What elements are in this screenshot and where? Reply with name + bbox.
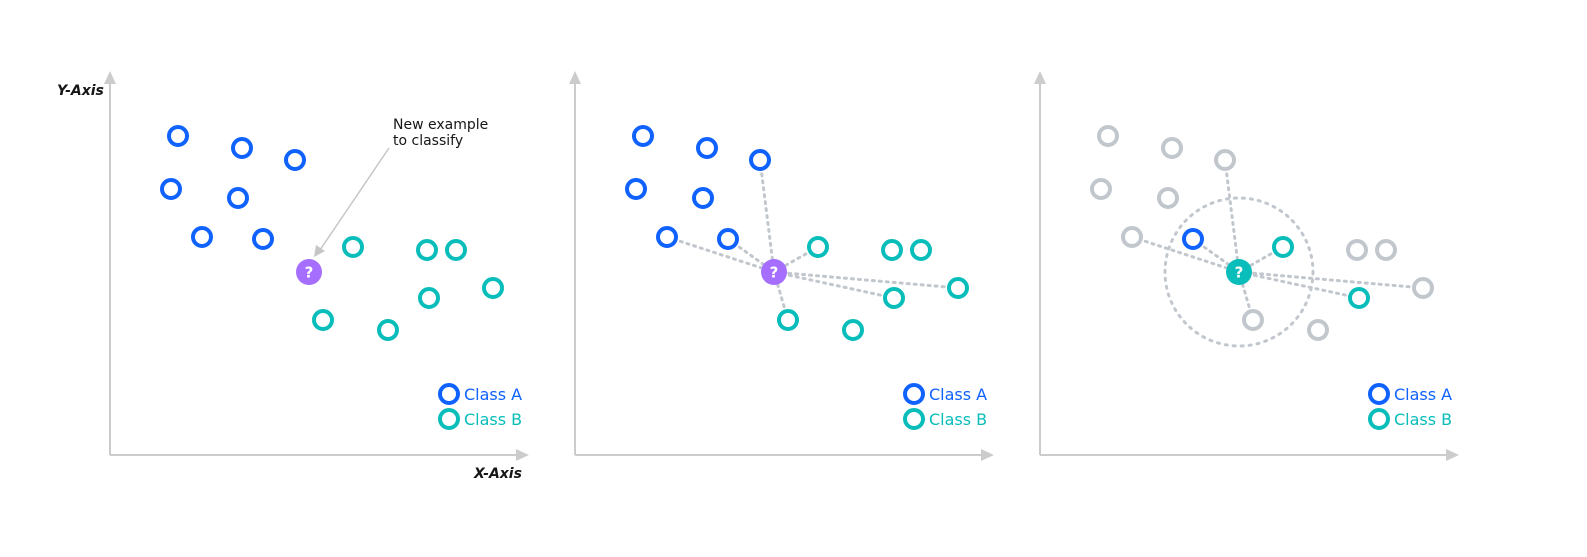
class-a-point: [284, 149, 306, 171]
class-b-point: [445, 239, 467, 261]
unselected-point: [1121, 226, 1143, 248]
class-b-point: [482, 277, 504, 299]
query-point: [1226, 259, 1252, 285]
annotation-line-2: to classify: [393, 133, 463, 149]
legend-class-a-label: Class A: [929, 385, 987, 404]
panel-3: ? Class A Class B: [1034, 71, 1459, 461]
class-a-point: [191, 226, 213, 248]
query-point: [761, 259, 787, 285]
class-a-point: [160, 178, 182, 200]
legend-class-a-label: Class A: [1394, 385, 1452, 404]
y-axis-arrowhead: [104, 71, 116, 84]
unselected-point: [1090, 178, 1112, 200]
panel-1: Y-Axis X-Axis New example to classify ? C…: [57, 71, 529, 482]
distance-line: [1237, 270, 1361, 300]
legend-class-a-marker: [438, 383, 460, 405]
class-b-point: [416, 239, 438, 261]
class-a-point: [656, 226, 678, 248]
query-point-symbol: ?: [1235, 264, 1244, 282]
legend-class-b-label: Class B: [1394, 410, 1452, 429]
annotation-line-1: New example: [393, 117, 488, 133]
distance-line: [665, 235, 776, 274]
class-a-point: [227, 187, 249, 209]
legend-class-b-marker: [903, 408, 925, 430]
y-axis-label: Y-Axis: [57, 83, 104, 99]
unselected-point: [1161, 137, 1183, 159]
class-b-point: [883, 287, 905, 309]
legend-class-b-marker: [438, 408, 460, 430]
class-b-point: [910, 239, 932, 261]
x-axis-arrowhead: [516, 449, 529, 461]
panel-2: ? Class A Class B: [569, 71, 994, 461]
x-axis-label: X-Axis: [473, 466, 522, 482]
neighbor-radius-circle: [1163, 196, 1315, 348]
distance-line: [1223, 158, 1241, 274]
unselected-point: [1375, 239, 1397, 261]
query-point-symbol: ?: [305, 264, 314, 282]
class-b-point: [881, 239, 903, 261]
distance-line: [1237, 270, 1425, 290]
query-point: [296, 259, 322, 285]
class-b-point: [947, 277, 969, 299]
class-a-point: [717, 228, 739, 250]
unselected-point: [1307, 319, 1329, 341]
query-point-symbol: ?: [770, 264, 779, 282]
distance-line: [1130, 235, 1241, 274]
class-b-point: [312, 309, 334, 331]
class-a-point: [231, 137, 253, 159]
distance-line: [772, 270, 960, 290]
class-b-point: [807, 236, 829, 258]
class-b-point: [1348, 287, 1370, 309]
unselected-point: [1346, 239, 1368, 261]
legend-class-b-label: Class B: [464, 410, 522, 429]
class-b-point: [418, 287, 440, 309]
class-a-point: [625, 178, 647, 200]
legend-class-b-label: Class B: [929, 410, 987, 429]
class-a-point: [252, 228, 274, 250]
class-a-point: [1182, 228, 1204, 250]
class-b-point: [1272, 236, 1294, 258]
annotation-arrow-head: [314, 245, 325, 257]
x-axis-arrowhead: [981, 449, 994, 461]
legend-class-a-label: Class A: [464, 385, 522, 404]
unselected-point: [1214, 149, 1236, 171]
y-axis-arrowhead: [569, 71, 581, 84]
distance-line: [758, 158, 776, 274]
unselected-point: [1157, 187, 1179, 209]
unselected-point: [1242, 309, 1264, 331]
class-a-point: [749, 149, 771, 171]
class-a-point: [696, 137, 718, 159]
legend-class-b-marker: [1368, 408, 1390, 430]
annotation-arrow-line: [319, 147, 390, 251]
class-b-point: [377, 319, 399, 341]
y-axis-arrowhead: [1034, 71, 1046, 84]
x-axis-arrowhead: [1446, 449, 1459, 461]
class-a-point: [167, 125, 189, 147]
distance-line: [772, 270, 896, 300]
class-a-point: [632, 125, 654, 147]
class-b-point: [777, 309, 799, 331]
class-b-point: [842, 319, 864, 341]
legend-class-a-marker: [903, 383, 925, 405]
class-a-point: [692, 187, 714, 209]
unselected-point: [1412, 277, 1434, 299]
unselected-point: [1097, 125, 1119, 147]
class-b-point: [342, 236, 364, 258]
legend-class-a-marker: [1368, 383, 1390, 405]
